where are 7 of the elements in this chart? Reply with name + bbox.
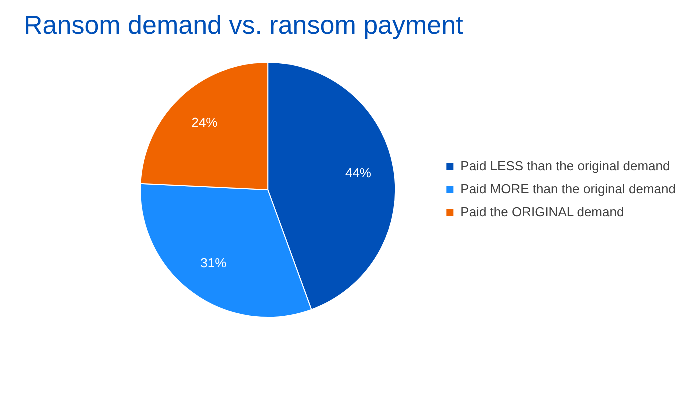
legend-label: Paid the ORIGINAL demand [460, 204, 624, 220]
legend-label: Paid MORE than the original demand [460, 182, 676, 197]
data-label: 24% [192, 115, 218, 130]
data-label: 44% [345, 166, 372, 181]
data-label: 31% [200, 256, 228, 270]
chart-title: Ransom demand vs. ransom payment [24, 10, 464, 41]
legend-label: Paid LESS than the original demand [460, 158, 670, 174]
